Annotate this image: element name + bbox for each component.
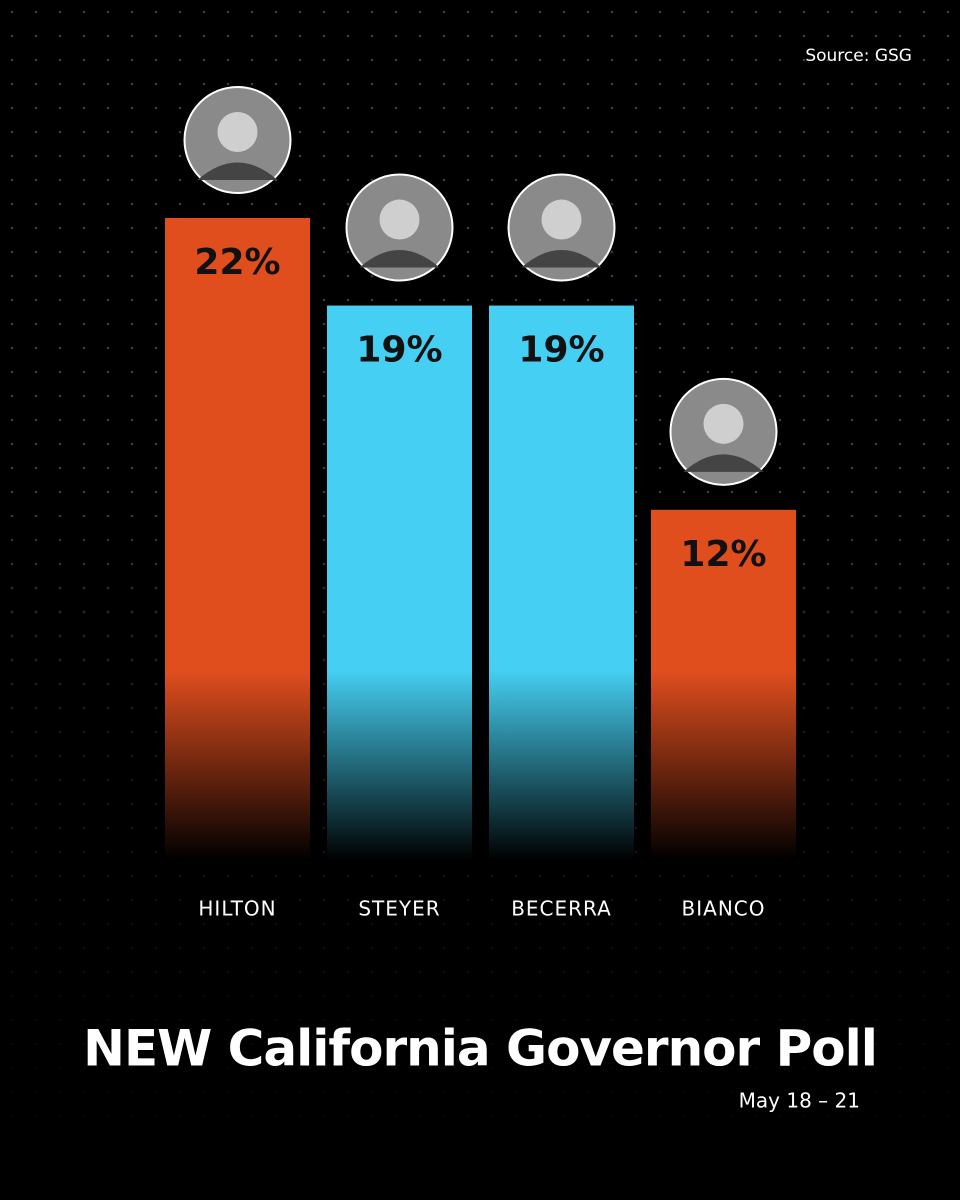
bars: 22% HILTON 19% STEYER 19% BECERRA 12% BIANCO xyxy=(165,86,796,921)
value-label: 12% xyxy=(680,534,766,575)
source: Source: GSG xyxy=(805,46,912,66)
value-label: 19% xyxy=(518,330,604,371)
x-tick-label: HILTON xyxy=(198,897,276,921)
value-label: 19% xyxy=(356,330,442,371)
x-tick-label: STEYER xyxy=(358,897,440,921)
photo-shoulders xyxy=(197,162,278,180)
value-label: 22% xyxy=(194,242,280,283)
subtitle: May 18 – 21 xyxy=(739,1089,860,1113)
photo-shoulders xyxy=(359,250,440,268)
bar-fade xyxy=(489,670,634,860)
x-tick-label: BIANCO xyxy=(682,897,766,921)
photo-shoulders xyxy=(521,250,602,268)
photo-head xyxy=(541,199,582,240)
photo-head xyxy=(379,199,420,240)
x-tick-label: BECERRA xyxy=(511,897,612,921)
bar-fade xyxy=(327,670,472,860)
bar-fade xyxy=(165,670,310,860)
photo-head xyxy=(217,112,258,152)
photo-head xyxy=(703,403,744,444)
background-fade xyxy=(0,500,960,1200)
photo-shoulders xyxy=(683,454,764,472)
chart-title: NEW California Governor Poll xyxy=(83,1020,877,1078)
bar-fade xyxy=(651,670,796,860)
